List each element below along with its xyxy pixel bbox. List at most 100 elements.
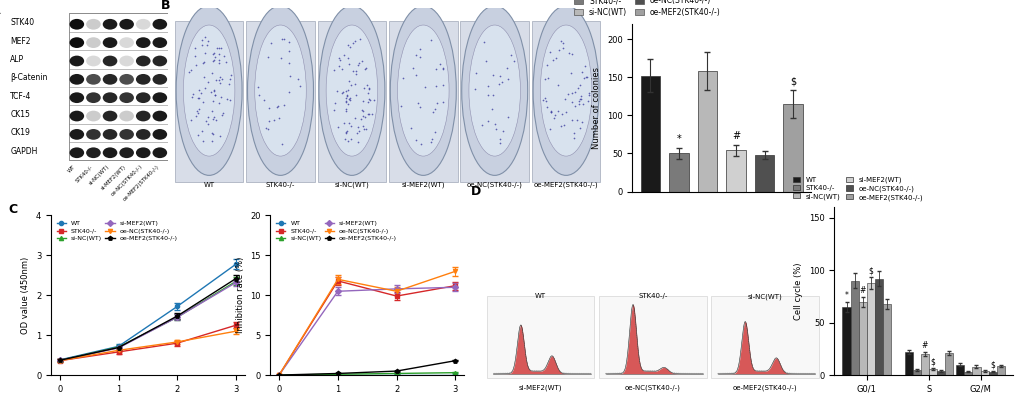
Point <box>412 46 428 53</box>
Point <box>542 108 558 115</box>
Text: STK40-/-: STK40-/- <box>638 293 666 299</box>
Ellipse shape <box>136 74 151 85</box>
Ellipse shape <box>86 92 101 103</box>
Point <box>338 99 355 105</box>
Point <box>571 97 587 104</box>
Point <box>266 117 282 123</box>
Point <box>346 38 363 44</box>
Text: WT: WT <box>67 164 76 174</box>
Point <box>352 36 368 43</box>
Bar <box>971 367 979 375</box>
Text: oe-MEF2(STK40-/-): oe-MEF2(STK40-/-) <box>732 385 797 391</box>
Bar <box>850 281 858 375</box>
Point <box>213 94 229 100</box>
Ellipse shape <box>69 111 84 121</box>
Point <box>270 103 286 109</box>
Text: #: # <box>859 286 865 295</box>
Point <box>544 57 560 63</box>
Point <box>408 51 424 58</box>
Point <box>480 92 496 99</box>
Point <box>261 118 277 124</box>
Point <box>364 111 380 117</box>
Point <box>350 139 366 145</box>
Point <box>212 74 228 81</box>
Point <box>213 76 229 82</box>
Point <box>205 88 221 95</box>
Point <box>191 95 207 101</box>
Point <box>187 113 204 120</box>
Point <box>334 89 351 95</box>
Point <box>184 91 201 97</box>
Point <box>356 126 372 132</box>
Bar <box>920 354 928 375</box>
Text: #: # <box>732 131 739 141</box>
Ellipse shape <box>103 92 117 103</box>
Bar <box>317 21 386 182</box>
Point <box>197 34 213 40</box>
Bar <box>936 371 945 375</box>
Ellipse shape <box>86 111 101 121</box>
Point <box>360 99 376 105</box>
Point <box>577 63 593 69</box>
Text: B: B <box>160 0 170 12</box>
Ellipse shape <box>69 147 84 158</box>
Point <box>195 59 211 66</box>
Ellipse shape <box>136 55 151 66</box>
Point <box>405 65 421 71</box>
Point <box>212 79 228 86</box>
Point <box>335 120 352 126</box>
Bar <box>598 296 706 378</box>
Text: β-Catenin: β-Catenin <box>10 73 48 82</box>
Point <box>394 75 411 81</box>
Bar <box>460 21 529 182</box>
Point <box>547 55 564 61</box>
Ellipse shape <box>153 147 167 158</box>
Text: si-MEF2(WT): si-MEF2(WT) <box>519 385 561 391</box>
Text: WT: WT <box>535 293 545 299</box>
Text: oe-MEF2(STK40-/-): oe-MEF2(STK40-/-) <box>122 164 160 202</box>
Point <box>356 85 372 91</box>
Point <box>487 126 503 132</box>
Ellipse shape <box>86 74 101 85</box>
Bar <box>531 21 600 182</box>
Point <box>499 75 516 82</box>
Point <box>205 50 221 57</box>
Point <box>276 102 292 108</box>
Ellipse shape <box>103 37 117 48</box>
Bar <box>996 365 1004 375</box>
Point <box>553 111 570 117</box>
Point <box>344 40 361 47</box>
Point <box>408 137 424 144</box>
Point <box>260 54 276 61</box>
Point <box>479 117 495 124</box>
Point <box>338 98 355 104</box>
Point <box>195 98 211 105</box>
Point <box>361 97 377 104</box>
Point <box>337 128 354 135</box>
Point <box>423 136 439 142</box>
Point <box>502 52 519 58</box>
Point <box>549 82 566 88</box>
Point <box>570 101 586 107</box>
Point <box>403 125 419 131</box>
Ellipse shape <box>103 147 117 158</box>
Text: MEF2: MEF2 <box>10 37 31 45</box>
Point <box>200 114 216 120</box>
Point <box>413 141 429 148</box>
Text: *: * <box>676 134 681 144</box>
Point <box>344 68 361 74</box>
Point <box>567 103 583 109</box>
Point <box>291 83 308 89</box>
Point <box>477 58 493 65</box>
Point <box>538 103 554 110</box>
Point <box>337 106 354 112</box>
Point <box>342 81 359 88</box>
Point <box>206 50 222 57</box>
Point <box>357 65 373 72</box>
Ellipse shape <box>136 111 151 121</box>
Point <box>340 96 357 103</box>
Bar <box>726 150 745 192</box>
Point <box>473 122 489 128</box>
Point <box>204 70 220 76</box>
Ellipse shape <box>119 92 133 103</box>
